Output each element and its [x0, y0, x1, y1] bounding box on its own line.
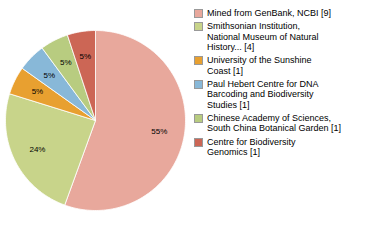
svg-text:55%: 55%: [151, 127, 167, 136]
html-text:Chinese Academy of Sciences, S: Chinese Academy of Sciences, South China…: [207, 113, 342, 134]
svg-text:24%: 24%: [29, 145, 45, 154]
html-text:University of the Sunshine Coa: University of the Sunshine Coast [1]: [207, 55, 312, 76]
svg-text:5%: 5%: [79, 52, 91, 61]
svg-text:5%: 5%: [44, 71, 56, 80]
html-text:Paul Hebert Centre for DNA Bar: Paul Hebert Centre for DNA Barcoding and…: [207, 79, 319, 110]
html-text:Smithsonian Institution, Natio: Smithsonian Institution, National Museum…: [207, 21, 319, 52]
svg-text:5%: 5%: [32, 87, 44, 96]
svg-text:5%: 5%: [60, 58, 72, 67]
html-text:Centre for Biodiversity Genomi: Centre for Biodiversity Genomics [1]: [207, 136, 296, 158]
html-text:Mined from GenBank, NCBI [9]: Mined from GenBank, NCBI [9]: [207, 8, 332, 18]
